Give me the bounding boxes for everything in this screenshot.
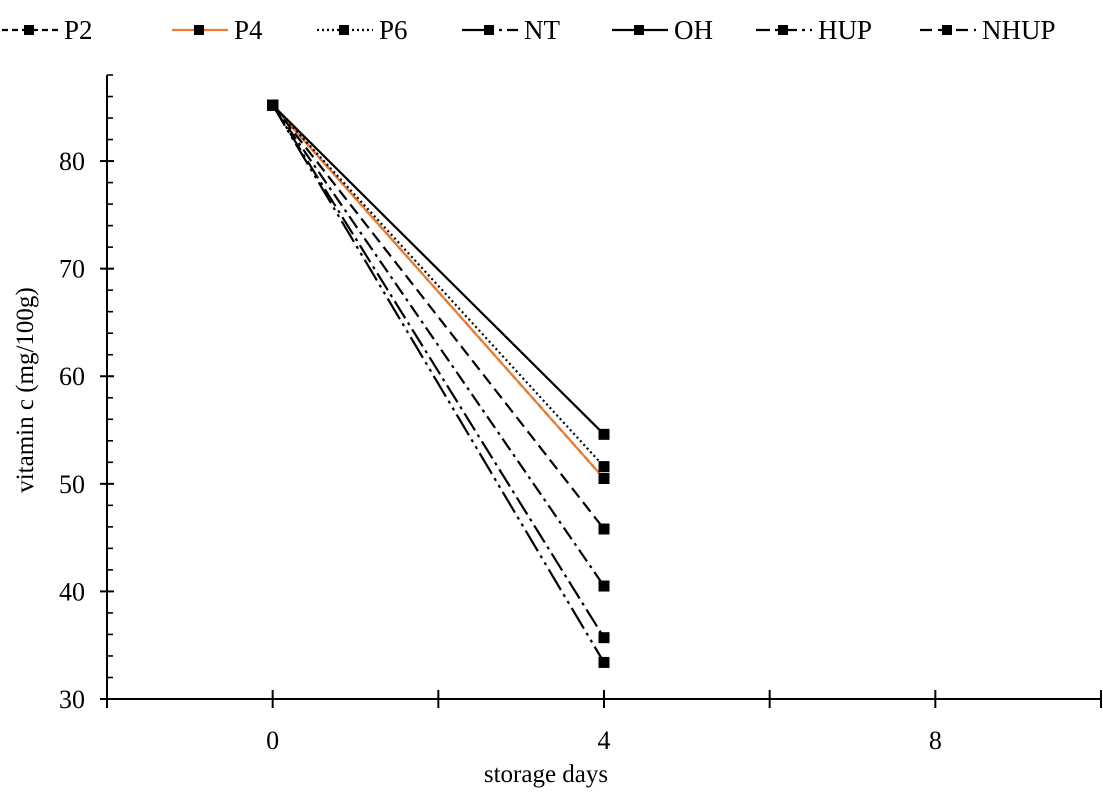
legend-marker-hup bbox=[778, 25, 788, 35]
x-tick-label: 0 bbox=[266, 726, 279, 755]
data-point-nt bbox=[598, 656, 610, 668]
series-line-nt bbox=[271, 104, 605, 663]
y-axis-title: vitamin c (mg/100g) bbox=[12, 287, 39, 493]
axes: 30 40 50 60 70 80 0 4 8 bbox=[59, 74, 1102, 755]
y-tick-label: 50 bbox=[59, 470, 85, 499]
legend-marker-p4 bbox=[194, 25, 204, 35]
x-axis-title: storage days bbox=[484, 761, 608, 788]
series-line-nhup bbox=[271, 104, 605, 530]
legend-label-p6: P6 bbox=[379, 15, 408, 45]
legend-label-oh: OH bbox=[674, 15, 713, 45]
data-point-extra bbox=[598, 632, 610, 644]
y-tick-label: 60 bbox=[59, 362, 85, 391]
legend-label-p2: P2 bbox=[64, 15, 93, 45]
data-point-nhup bbox=[598, 523, 610, 535]
legend-marker-nt bbox=[484, 25, 494, 35]
x-tick-label: 4 bbox=[598, 726, 611, 755]
plot-area bbox=[267, 99, 610, 668]
series-line-hup bbox=[271, 104, 605, 587]
legend: P2 P4 P6 NT OH HUP NHUP bbox=[2, 15, 1056, 45]
legend-marker-nhup bbox=[942, 25, 952, 35]
y-tick-label: 40 bbox=[59, 577, 85, 606]
legend-label-p4: P4 bbox=[234, 15, 263, 45]
data-point-oh bbox=[598, 428, 610, 440]
series-line-p4 bbox=[271, 104, 605, 480]
series-line-p6 bbox=[271, 104, 605, 468]
y-tick-label: 30 bbox=[59, 685, 85, 714]
legend-label-hup: HUP bbox=[818, 15, 872, 45]
data-point-p4 bbox=[598, 472, 610, 484]
data-point-p6 bbox=[598, 461, 610, 473]
y-tick-label: 70 bbox=[59, 255, 85, 284]
legend-marker-p6 bbox=[339, 25, 349, 35]
series-line-extra bbox=[271, 104, 605, 639]
series-line-oh bbox=[271, 104, 605, 436]
legend-marker-p2 bbox=[24, 25, 34, 35]
legend-label-nhup: NHUP bbox=[982, 15, 1056, 45]
x-tick-label: 8 bbox=[929, 726, 942, 755]
data-point-hup bbox=[598, 580, 610, 592]
data-point-extra bbox=[267, 99, 279, 111]
legend-label-nt: NT bbox=[524, 15, 560, 45]
y-tick-label: 80 bbox=[59, 147, 85, 176]
legend-marker-oh bbox=[634, 25, 644, 35]
